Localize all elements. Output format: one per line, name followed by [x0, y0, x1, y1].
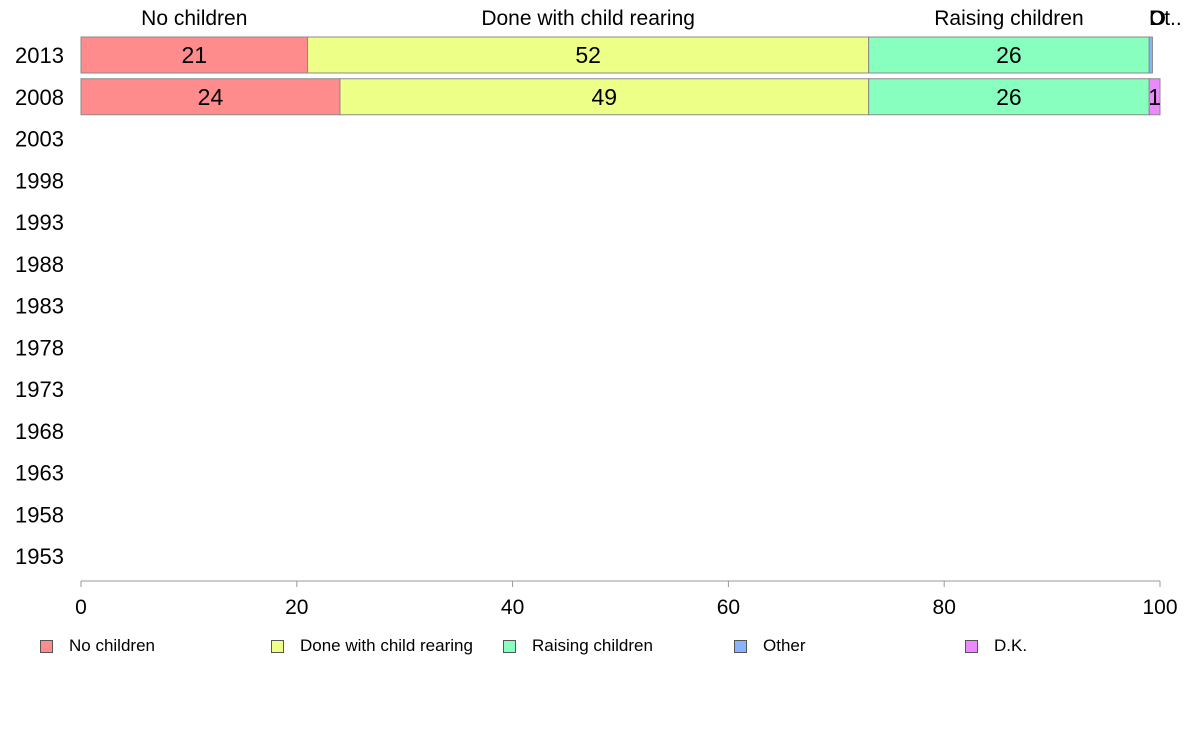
- data-label: 26: [996, 42, 1022, 68]
- bar-segment: [868, 78, 1150, 116]
- legend-swatch: [40, 639, 53, 653]
- y-tick-label: 1988: [15, 252, 64, 277]
- legend-label: D.K.: [994, 636, 1028, 655]
- y-tick-label: 1963: [15, 461, 64, 486]
- bar-segment: [80, 78, 341, 116]
- x-tick-label: 40: [501, 596, 524, 619]
- data-label: 52: [575, 42, 601, 68]
- top-segment-label: No children: [141, 7, 247, 30]
- y-tick-label: 1968: [15, 419, 64, 444]
- bar-segment: [80, 36, 309, 74]
- bar-segment: [307, 36, 870, 74]
- x-tick-label: 20: [285, 596, 308, 619]
- x-tick-label: 60: [717, 596, 740, 619]
- bar-segment: [1148, 36, 1153, 74]
- y-tick-label: 1973: [15, 377, 64, 402]
- legend-label: Raising children: [532, 636, 653, 655]
- legend-swatch: [271, 639, 284, 653]
- legend-swatch: [965, 639, 978, 653]
- legend-swatch: [503, 639, 516, 653]
- data-label: 21: [181, 42, 207, 68]
- y-tick-label: 1958: [15, 502, 64, 527]
- top-segment-label: O: [1150, 7, 1166, 30]
- y-tick-label: 1993: [15, 210, 64, 235]
- top-segment-label: Dt..: [1149, 7, 1182, 30]
- x-tick-label: 80: [933, 596, 956, 619]
- legend-item: Done with child rearing: [271, 636, 473, 656]
- x-tick-label: 100: [1142, 596, 1177, 619]
- top-segment-label: Done with child rearing: [481, 7, 695, 30]
- top-segment-label: Raising children: [934, 7, 1083, 30]
- y-tick-label: 2008: [15, 85, 64, 110]
- legend-label: No children: [69, 636, 155, 655]
- legend-item: D.K.: [965, 636, 1027, 656]
- data-label: 24: [198, 84, 224, 110]
- chart-legend: No children Done with child rearing Raisin…: [40, 636, 1160, 656]
- y-tick-label: 2013: [15, 43, 64, 68]
- y-tick-label: 1983: [15, 294, 64, 319]
- data-label: 49: [592, 84, 618, 110]
- legend-swatch: [734, 639, 747, 653]
- legend-item: Other: [734, 636, 806, 656]
- legend-item: Raising children: [503, 636, 653, 656]
- data-label: 26: [996, 84, 1022, 110]
- y-tick-label: 2003: [15, 127, 64, 152]
- data-label: 1: [1148, 84, 1161, 110]
- x-tick-label: 0: [75, 596, 87, 619]
- y-tick-label: 1978: [15, 335, 64, 360]
- bar-segment: [868, 36, 1150, 74]
- legend-label: Other: [763, 636, 806, 655]
- legend-item: No children: [40, 636, 155, 656]
- legend-label: Done with child rearing: [300, 636, 473, 655]
- bar-segment: [339, 78, 870, 116]
- bar-segment: [1148, 78, 1161, 116]
- y-tick-label: 1998: [15, 168, 64, 193]
- y-tick-label: 1953: [15, 544, 64, 569]
